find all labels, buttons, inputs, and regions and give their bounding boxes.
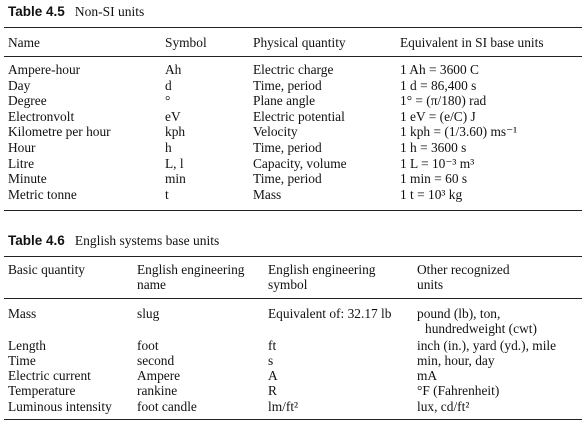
header-english-symbol: English engineering — [268, 262, 376, 277]
cell-other-units-continued: hundredweight (cwt) — [425, 321, 537, 336]
cell-physical-quantity: Plane angle — [253, 93, 316, 109]
cell-si-equivalent: 1 t = 10³ kg — [400, 186, 463, 202]
header-basic-quantity: Basic quantity — [8, 262, 85, 277]
cell-si-equivalent: 1 L = 10⁻³ m³ — [400, 155, 475, 171]
cell-name: Day — [8, 77, 31, 93]
header-physical-quantity: Physical quantity — [253, 35, 346, 50]
header-english-name: English engineering — [137, 262, 245, 277]
table-4-6-bottom-rule — [4, 419, 582, 420]
cell-si-equivalent: 1 d = 86,400 s — [400, 77, 477, 93]
cell-physical-quantity: Capacity, volume — [253, 155, 347, 171]
cell-physical-quantity: Time, period — [253, 140, 322, 155]
table-4-6-number: Table 4.6 — [8, 233, 65, 248]
table-4-5-bottom-rule — [4, 210, 582, 211]
cell-other-units: °F (Fahrenheit) — [417, 383, 500, 398]
cell-si-equivalent: 1 eV = (e/C) J — [400, 108, 476, 124]
table-4-5-header-rule — [4, 56, 582, 57]
cell-other-units: min, hour, day — [417, 353, 495, 368]
header-english-name: name — [137, 277, 166, 292]
header-symbol: Symbol — [165, 35, 207, 50]
cell-physical-quantity: Mass — [253, 186, 282, 202]
cell-si-equivalent: 1 kph = (1/3.60) ms⁻¹ — [400, 124, 518, 140]
cell-name: Metric tonne — [8, 186, 77, 202]
cell-other-units: mA — [417, 368, 438, 383]
cell-english-name: Ampere — [137, 368, 181, 383]
cell-symbol: t — [165, 186, 169, 202]
table-4-6-title: English systems base units — [74, 233, 220, 248]
cell-symbol: h — [165, 140, 172, 155]
cell-symbol: min — [165, 171, 186, 187]
cell-physical-quantity: Electric potential — [253, 108, 345, 124]
table-4-6-top-rule — [4, 256, 582, 257]
cell-si-equivalent: 1° = (π/180) rad — [400, 93, 487, 109]
cell-symbol: kph — [165, 124, 186, 140]
cell-physical-quantity: Time, period — [253, 171, 322, 187]
table-4-5-top-rule — [4, 27, 582, 28]
cell-english-name: foot candle — [137, 399, 197, 414]
header-si-equivalent: Equivalent in SI base units — [400, 35, 544, 50]
cell-name: Hour — [8, 140, 36, 155]
cell-basic-quantity: Time — [8, 353, 36, 368]
cell-name: Minute — [8, 171, 47, 187]
cell-symbol: ° — [165, 93, 171, 109]
cell-english-symbol: Equivalent of: 32.17 lb — [268, 306, 392, 321]
cell-symbol: Ah — [165, 62, 182, 77]
cell-si-equivalent: 1 min = 60 s — [400, 171, 468, 187]
header-other-units: units — [417, 277, 444, 292]
cell-english-symbol: lm/ft² — [268, 399, 299, 414]
cell-name: Ampere-hour — [8, 62, 81, 77]
cell-english-symbol: ft — [268, 338, 277, 353]
cell-name: Degree — [8, 93, 47, 109]
cell-english-symbol: A — [268, 368, 278, 383]
cell-symbol: eV — [165, 108, 181, 124]
cell-basic-quantity: Electric current — [8, 368, 91, 383]
cell-basic-quantity: Length — [8, 338, 46, 353]
cell-english-name: rankine — [137, 383, 178, 398]
table-4-5-number: Table 4.5 — [8, 4, 65, 19]
header-english-symbol: symbol — [268, 277, 308, 292]
cell-english-name: slug — [137, 306, 160, 321]
cell-physical-quantity: Electric charge — [253, 62, 334, 77]
cell-physical-quantity: Velocity — [253, 124, 298, 140]
cell-name: Electronvolt — [8, 108, 75, 124]
cell-symbol: L, l — [165, 155, 184, 171]
cell-symbol: d — [165, 77, 172, 93]
cell-basic-quantity: Mass — [8, 306, 37, 321]
header-other-units: Other recognized — [417, 262, 510, 277]
cell-si-equivalent: 1 Ah = 3600 C — [400, 62, 479, 77]
cell-other-units: pound (lb), ton, — [417, 306, 501, 321]
cell-english-name: second — [137, 353, 175, 368]
header-name: Name — [8, 35, 40, 50]
cell-basic-quantity: Luminous intensity — [8, 399, 112, 414]
table-4-5-title: Non-SI units — [74, 4, 145, 19]
cell-name: Litre — [8, 155, 35, 171]
cell-name: Kilometre per hour — [8, 124, 111, 140]
cell-other-units: lux, cd/ft² — [417, 399, 470, 414]
cell-english-name: foot — [137, 338, 159, 353]
cell-physical-quantity: Time, period — [253, 77, 322, 93]
table-4-5-caption: Table 4.5 Non-SI units — [8, 4, 144, 20]
cell-english-symbol: R — [268, 383, 277, 398]
cell-english-symbol: s — [268, 353, 274, 368]
table-4-6-caption: Table 4.6 English systems base units — [8, 233, 219, 249]
cell-other-units: inch (in.), yard (yd.), mile — [417, 338, 557, 353]
table-4-6-header-rule — [4, 298, 582, 299]
cell-basic-quantity: Temperature — [8, 383, 76, 398]
cell-si-equivalent: 1 h = 3600 s — [400, 140, 467, 155]
